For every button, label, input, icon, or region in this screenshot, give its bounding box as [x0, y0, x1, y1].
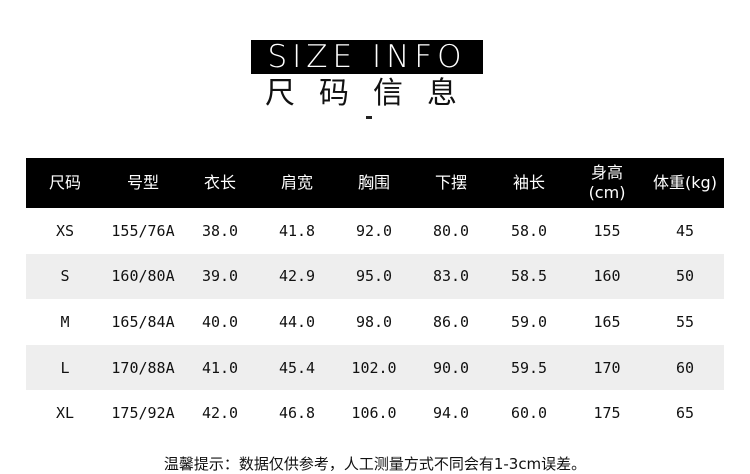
size-table: 尺码 号型 衣长 肩宽 胸围 下摆 袖长 身高 (cm) 体重(kg) XS 155/76A 38.… — [26, 158, 724, 436]
table-cell: 80.0 — [432, 221, 470, 240]
column-header: 袖长 — [490, 158, 568, 208]
table-cell: 42.0 — [201, 404, 239, 423]
disclaimer-note: 温馨提示：数据仅供参考，人工测量方式不同会有1-3cm误差。 — [163, 455, 587, 473]
table-cell: L — [26, 344, 104, 391]
column-header: 尺码 — [26, 158, 104, 208]
table-cell: 83.0 — [412, 253, 490, 300]
table-cell: 42.9 — [258, 253, 336, 300]
table-cell: 46.8 — [278, 404, 316, 423]
table-cell: M — [60, 312, 70, 331]
column-header: 体重(kg) — [646, 158, 724, 208]
table-cell: 175 — [593, 404, 621, 423]
table-cell: 175/92A — [111, 404, 175, 423]
table-cell: 60 — [646, 344, 724, 391]
table-cell: 94.0 — [432, 404, 470, 423]
table-cell: XS — [55, 221, 75, 240]
table-cell: 44.0 — [278, 312, 316, 331]
table-cell: 102.0 — [336, 344, 412, 391]
column-header: 下摆 — [412, 158, 490, 208]
table-cell: 170/88A — [104, 344, 182, 391]
table-cell: 160/80A — [104, 253, 182, 300]
table-cell: 50 — [646, 253, 724, 300]
table-cell: 90.0 — [412, 344, 490, 391]
table-cell: 98.0 — [355, 312, 393, 331]
table-cell: 92.0 — [355, 221, 393, 240]
table-cell: 58.0 — [510, 221, 548, 240]
table-cell: 165/84A — [111, 312, 175, 331]
table-cell: 38.0 — [201, 221, 239, 240]
table-cell: 39.0 — [182, 253, 258, 300]
table-cell: 155 — [593, 221, 621, 240]
table-cell: 86.0 — [432, 312, 470, 331]
table-cell: 59.0 — [510, 312, 548, 331]
table-cell: 95.0 — [336, 253, 412, 300]
table-cell: 41.8 — [278, 221, 316, 240]
column-header: 号型 — [104, 158, 182, 208]
divider — [366, 116, 372, 119]
table-row: S 160/80A 39.0 42.9 95.0 83.0 58.5 160 50 — [26, 253, 724, 300]
table-cell: 106.0 — [351, 404, 397, 423]
table-cell: 170 — [568, 344, 646, 391]
table-cell: 165 — [593, 312, 621, 331]
header-row: 尺码 号型 衣长 肩宽 胸围 下摆 袖长 身高 (cm) 体重(kg) — [26, 158, 724, 208]
title-english: SIZE INFO — [251, 40, 483, 74]
table-cell: S — [26, 253, 104, 300]
table-cell: 60.0 — [510, 404, 548, 423]
table-cell: 160 — [568, 253, 646, 300]
table-row: XS 155/76A 38.0 41.8 92.0 80.0 58.0 155 45 — [26, 208, 724, 254]
table-cell: 41.0 — [182, 344, 258, 391]
table-cell: XL — [55, 404, 75, 423]
table-cell: 65 — [675, 404, 695, 423]
table-row: XL 175/92A 42.0 46.8 106.0 94.0 60.0 175 65 — [26, 390, 724, 436]
table-cell: 55 — [675, 312, 695, 331]
table-cell: 59.5 — [490, 344, 568, 391]
table-cell: 45 — [675, 221, 695, 240]
table-row: M 165/84A 40.0 44.0 98.0 86.0 59.0 165 55 — [26, 299, 724, 345]
column-header: 衣长 — [182, 158, 258, 208]
title-chinese: 尺码信息 — [265, 76, 481, 111]
table-cell: 45.4 — [258, 344, 336, 391]
table-cell: 155/76A — [111, 221, 175, 240]
column-header: 肩宽 — [258, 158, 336, 208]
column-header: 胸围 — [336, 158, 412, 208]
table-cell: 40.0 — [201, 312, 239, 331]
table-row: L 170/88A 41.0 45.4 102.0 90.0 59.5 170 60 — [26, 344, 724, 391]
column-header: 身高 (cm) — [568, 158, 646, 208]
table-cell: 58.5 — [490, 253, 568, 300]
